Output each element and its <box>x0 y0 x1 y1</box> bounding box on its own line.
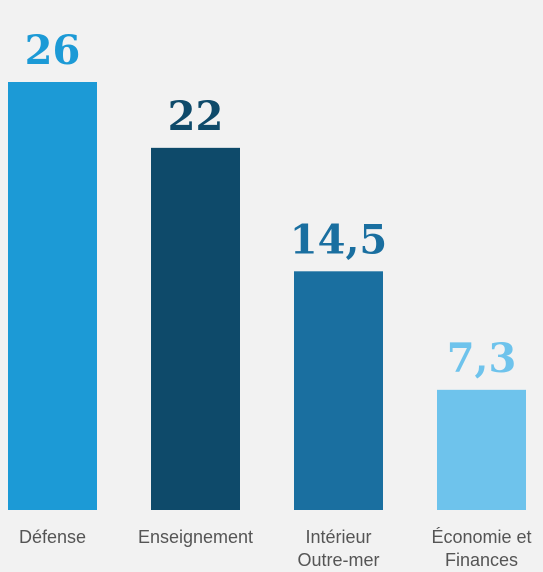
value-label-economie-et-finances: 7,3 <box>447 335 517 382</box>
category-label-interieur-outre-mer-line-2: Outre-mer <box>297 550 379 570</box>
value-label-defense: 26 <box>25 27 81 74</box>
bars-group <box>8 82 526 510</box>
bar-defense <box>8 82 97 510</box>
value-label-enseignement: 22 <box>168 93 224 140</box>
value-labels-group: 26 22 14,5 7,3 <box>25 27 517 382</box>
value-label-interieur-outre-mer: 14,5 <box>290 216 387 263</box>
category-label-defense: Défense <box>19 527 86 547</box>
category-label-economie-et-finances-line-1: Économie et <box>431 527 531 547</box>
bar-interieur-outre-mer <box>294 271 383 510</box>
bar-enseignement <box>151 148 240 510</box>
category-label-economie-et-finances-line-2: Finances <box>445 550 518 570</box>
category-labels-group: Défense Enseignement Intérieur Outre-mer Éco… <box>19 527 532 570</box>
category-label-interieur-outre-mer-line-1: Intérieur <box>305 527 371 547</box>
category-label-enseignement: Enseignement <box>138 527 253 547</box>
bar-economie-et-finances <box>437 390 526 510</box>
